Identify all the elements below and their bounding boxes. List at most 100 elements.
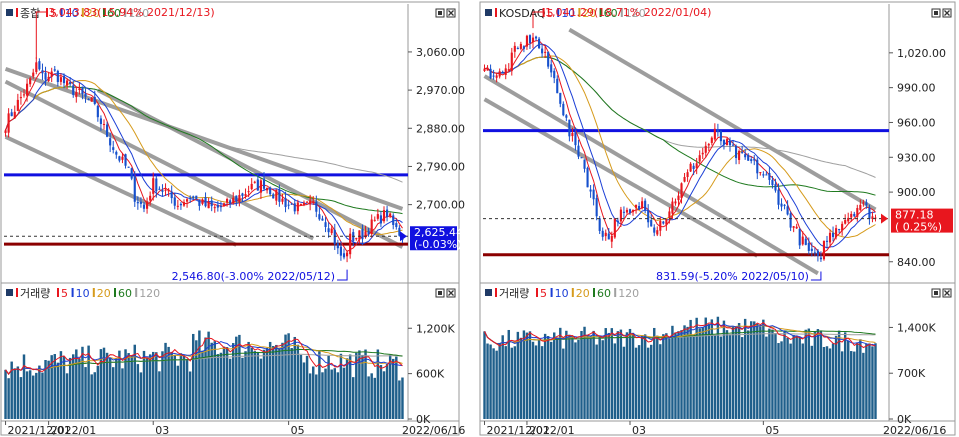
maximize-icon-inner[interactable] [438, 291, 442, 295]
volume-bar [625, 332, 629, 419]
volume-bar [531, 341, 535, 419]
legend-swatch [81, 8, 84, 17]
candle-body [47, 76, 50, 82]
volume-bar [121, 368, 124, 419]
volume-bar [213, 341, 216, 419]
candle-body [686, 172, 689, 178]
candle-body [853, 213, 856, 217]
legend-label-5: 120 [128, 7, 149, 20]
candle-body [136, 202, 139, 204]
volume-bar [13, 368, 16, 419]
close-icon-x[interactable] [448, 10, 454, 16]
volume-ma5-line [484, 321, 876, 349]
volume-bar [287, 333, 290, 419]
volume-bar [704, 317, 707, 419]
candle-body [170, 191, 173, 199]
volume-bar [583, 326, 586, 419]
candle-body [355, 238, 358, 240]
volume-bar [167, 346, 170, 419]
volume-bar [392, 358, 395, 419]
candle-body [93, 97, 96, 104]
legend-label-3: 20 [86, 7, 100, 20]
volume-bar [259, 358, 263, 419]
close-icon-x[interactable] [944, 290, 950, 296]
volume-bar [176, 365, 180, 419]
volume-bar [44, 360, 47, 419]
volume-bar [7, 378, 10, 419]
candle-body [247, 191, 250, 193]
volume-bar [395, 356, 398, 419]
legend-label-4: 60 [107, 7, 121, 20]
y-tick-label: 700K [897, 367, 926, 380]
candle-body [207, 202, 210, 209]
maximize-icon-inner[interactable] [438, 11, 442, 15]
ma10-line [484, 43, 876, 249]
volume-bar [173, 355, 176, 419]
candle-body [7, 113, 10, 133]
legend-swatch [536, 288, 538, 297]
volume-ma10-line [484, 323, 876, 346]
x-tick-label: 03 [632, 424, 646, 437]
volume-bar [774, 333, 777, 419]
low-annotation: 2,546.80(-3.00% 2022/05/12) [172, 270, 335, 283]
volume-bar [108, 358, 112, 419]
candle-body [656, 230, 659, 235]
candle-body [598, 218, 601, 231]
ma5-line [484, 40, 876, 255]
volume-bar [19, 377, 23, 419]
candle-body [804, 238, 807, 245]
legend-label-2: 10 [65, 7, 79, 20]
candle-body [701, 152, 704, 155]
candle-body [483, 68, 486, 72]
candle-body [619, 209, 622, 222]
volume-bar [102, 347, 106, 419]
volume-bar [692, 334, 695, 419]
volume-bar [843, 332, 847, 419]
y-tick-label: 1,020.00 [897, 47, 946, 60]
legend-swatch [16, 288, 18, 297]
volume-bar [568, 334, 571, 419]
volume-bar [840, 351, 844, 419]
candle-body [158, 188, 161, 190]
candle-body [161, 190, 164, 192]
x-tick-label: 2022/01 [51, 424, 97, 437]
candle-body [522, 46, 525, 49]
candle-body [704, 145, 707, 153]
close-icon-x[interactable] [944, 10, 950, 16]
volume-bar [501, 335, 504, 419]
current-price-value: 2,625.44 [414, 226, 463, 239]
candle-body [41, 70, 44, 74]
candle-body [278, 189, 281, 202]
volume-bar [272, 346, 275, 419]
volume-bar [819, 331, 823, 419]
candle-body [844, 220, 847, 224]
candle-body [106, 124, 109, 137]
volume-bar [649, 344, 653, 419]
volume-bar [124, 349, 127, 419]
volume-bar [756, 323, 759, 419]
y-tick-label: 3,060.00 [416, 46, 465, 59]
candle-body [364, 231, 367, 238]
candle-body [395, 223, 398, 228]
legend-swatch [103, 8, 105, 17]
y-tick-label: 0K [416, 413, 431, 426]
candle-body [204, 197, 207, 207]
x-tick-label: 2021/12/01 [8, 424, 71, 437]
legend-swatch [60, 8, 63, 17]
volume-bar [516, 331, 520, 419]
maximize-icon-inner[interactable] [934, 11, 938, 15]
volume-bar [589, 335, 592, 419]
candle-body [841, 223, 844, 231]
volume-bar [713, 335, 717, 419]
volume-bar [148, 354, 152, 419]
candle-body [628, 209, 632, 213]
x-tick-label: 2022/01 [529, 424, 575, 437]
maximize-icon-inner[interactable] [934, 291, 938, 295]
close-icon-x[interactable] [448, 290, 454, 296]
y-tick-label: 2,700.00 [416, 199, 465, 212]
candle-body [601, 230, 604, 237]
candle-body [710, 137, 713, 143]
candle-body [498, 71, 501, 77]
volume-bar [859, 339, 862, 419]
candle-body [222, 203, 226, 207]
